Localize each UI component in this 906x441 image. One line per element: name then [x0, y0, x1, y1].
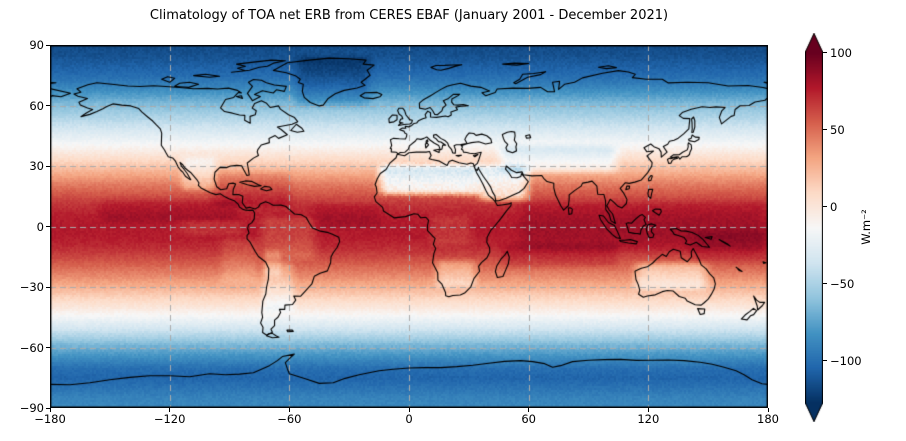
colorbar-tick-label: 100 — [830, 45, 852, 60]
y-tick-label: 60 — [29, 98, 44, 113]
x-tick-label: −60 — [277, 412, 302, 426]
x-tick-label: 180 — [757, 412, 779, 426]
y-tick-mark — [46, 226, 50, 227]
figure-title: Climatology of TOA net ERB from CERES EB… — [149, 8, 669, 23]
x-tick-mark — [49, 408, 51, 412]
colorbar-tick-label: 50 — [830, 122, 845, 137]
y-tick-label: −30 — [19, 280, 44, 294]
colorbar-unit-label: W.m⁻² — [859, 209, 873, 245]
x-tick-label: 0 — [405, 412, 413, 426]
y-tick-label: −60 — [19, 340, 44, 355]
y-tick-label: 90 — [29, 38, 44, 52]
y-tick-mark — [46, 407, 50, 409]
x-tick-mark — [767, 408, 769, 412]
x-tick-mark — [169, 408, 171, 412]
x-tick-label: −180 — [34, 412, 66, 426]
y-tick-label: 30 — [29, 159, 44, 173]
colorbar-tick-mark — [823, 360, 827, 362]
y-tick-mark — [46, 347, 50, 348]
x-tick-mark — [288, 408, 290, 412]
colorbar-tick-label: −50 — [830, 276, 855, 291]
x-tick-label: 120 — [637, 412, 660, 426]
colorbar-tick-label: −100 — [830, 353, 862, 368]
x-tick-mark — [528, 408, 530, 412]
y-tick-mark — [46, 286, 50, 288]
x-tick-mark — [408, 408, 410, 412]
colorbar-gradient — [805, 33, 823, 422]
world-heatmap-canvas — [50, 45, 768, 408]
colorbar-tick-mark — [823, 206, 827, 208]
colorbar-tick-mark — [823, 52, 827, 54]
y-tick-label: 0 — [36, 219, 44, 234]
y-tick-mark — [46, 44, 50, 46]
y-tick-label: −90 — [19, 401, 44, 415]
colorbar-tick-mark — [823, 129, 827, 131]
x-tick-label: 60 — [521, 412, 536, 426]
y-tick-mark — [46, 105, 50, 106]
x-tick-label: −120 — [153, 412, 186, 426]
colorbar-tick-label: 0 — [830, 199, 838, 214]
x-tick-mark — [647, 408, 649, 412]
colorbar-tick-mark — [823, 283, 827, 285]
y-tick-mark — [46, 165, 50, 167]
